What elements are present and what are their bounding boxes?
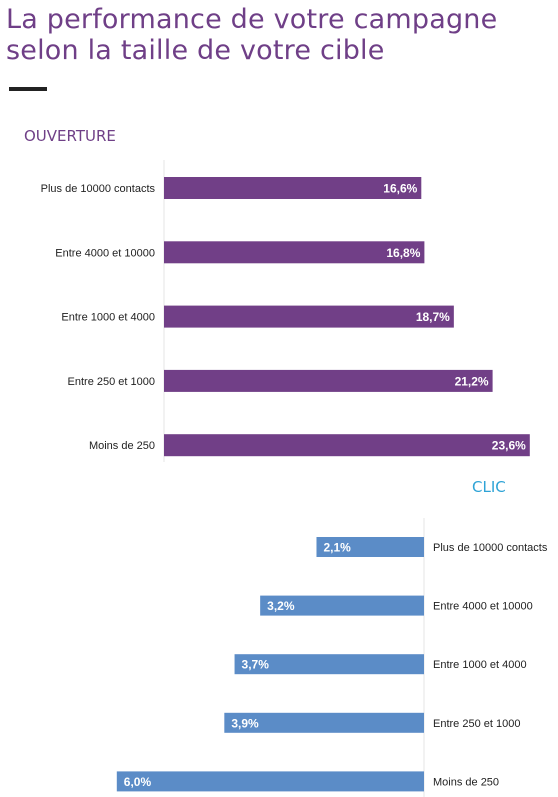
open-value-label: 16,8% [386, 246, 420, 260]
open-bar-entre-4000-et-10000 [164, 241, 425, 264]
title-divider [9, 87, 47, 91]
click-category-label: Entre 250 et 1000 [433, 718, 520, 730]
open-category-label: Entre 1000 et 4000 [61, 312, 155, 324]
page-title-line-2: selon la taille de votre cible [6, 35, 385, 66]
open-category-label: Plus de 10000 contacts [41, 183, 156, 195]
click-value-label: 6,0% [124, 775, 152, 789]
click-value-label: 3,7% [242, 658, 270, 672]
click-rate-chart: Plus de 10000 contacts 2,1% Entre 4000 et … [116, 518, 548, 797]
open-chart-title: OUVERTURE [24, 127, 116, 145]
click-value-label: 3,9% [231, 716, 259, 730]
click-bar-entre-4000-et-10000 [260, 595, 424, 616]
click-category-label: Plus de 10000 contacts [433, 542, 548, 554]
click-bar-entre-1000-et-4000 [234, 654, 424, 675]
open-bar-moins-de-250 [164, 434, 530, 457]
click-value-label: 2,1% [323, 541, 351, 555]
click-category-label: Entre 4000 et 10000 [433, 601, 533, 613]
click-category-label: Entre 1000 et 4000 [433, 659, 527, 671]
click-value-label: 3,2% [267, 599, 295, 613]
open-bar-entre-250-et-1000 [164, 369, 493, 392]
click-bar-moins-de-250 [116, 771, 425, 792]
click-category-label: Moins de 250 [433, 776, 499, 788]
open-category-label: Moins de 250 [89, 440, 155, 452]
open-bar-plus-de-10000-contacts [164, 177, 422, 199]
open-category-label: Entre 4000 et 10000 [55, 247, 155, 259]
open-value-label: 16,6% [383, 182, 417, 196]
open-rate-chart: Plus de 10000 contacts 16,6% Entre 4000 et… [41, 160, 530, 462]
click-chart-title: CLIC [472, 478, 506, 496]
open-bar-entre-1000-et-4000 [164, 305, 454, 328]
open-value-label: 18,7% [416, 310, 450, 324]
page-title: La performance de votre campagne selon l… [6, 4, 558, 66]
click-bar-entre-250-et-1000 [224, 712, 424, 733]
open-value-label: 23,6% [492, 439, 526, 453]
page-title-line-1: La performance de votre campagne [6, 4, 498, 35]
open-value-label: 21,2% [455, 374, 489, 388]
click-bar-plus-de-10000-contacts [316, 537, 424, 557]
open-category-label: Entre 250 et 1000 [68, 376, 155, 388]
